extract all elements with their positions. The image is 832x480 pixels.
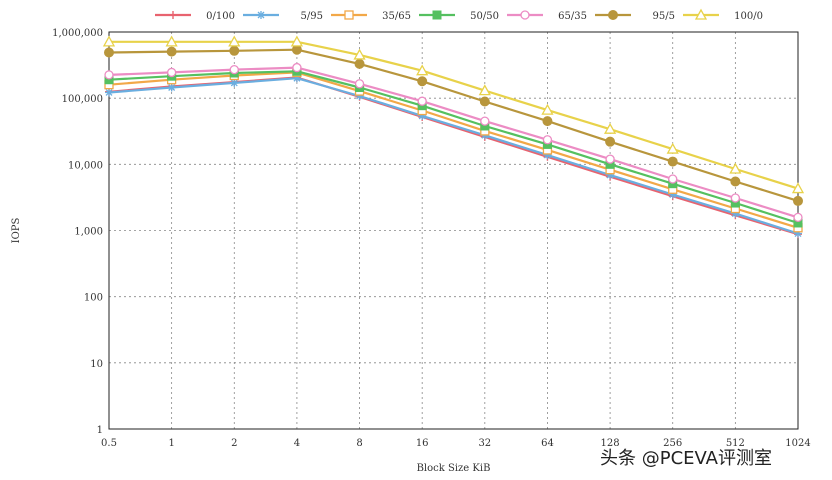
- filled-circle-marker: [667, 156, 678, 167]
- x-axis-ticks: 0.5 1 2 4 8 16 32 64 128 256 512 1024: [101, 438, 811, 449]
- plus-marker: [169, 11, 177, 19]
- series-line: [108, 66, 799, 219]
- series-4: [104, 62, 803, 223]
- legend-label: 100/0: [734, 11, 763, 22]
- circle-marker: [229, 64, 239, 75]
- legend-item: 95/5: [595, 10, 675, 22]
- series-line: [108, 48, 799, 202]
- series-5: [104, 44, 803, 206]
- series-1: [105, 74, 802, 238]
- circle-marker: [166, 67, 177, 78]
- x-tick-label: 8: [356, 438, 362, 449]
- series-2: [104, 67, 803, 233]
- filled-square-marker: [432, 10, 442, 20]
- gridlines: [109, 32, 798, 429]
- circle-marker: [793, 212, 803, 223]
- legend-label: 50/50: [470, 11, 499, 22]
- legend-label: 35/65: [382, 11, 411, 22]
- series-line: [108, 77, 799, 235]
- filled-circle-marker: [104, 47, 114, 58]
- filled-circle-marker: [730, 176, 741, 187]
- series-6: [102, 35, 805, 194]
- filled-circle-marker: [608, 10, 618, 20]
- x-tick-label: 16: [416, 438, 429, 449]
- y-tick-label: 10: [90, 359, 103, 370]
- circle-marker: [520, 10, 530, 20]
- y-tick-label: 1,000,000: [52, 28, 103, 39]
- legend-label: 95/5: [653, 11, 675, 22]
- legend-item: 35/65: [331, 10, 411, 22]
- square-marker: [344, 10, 354, 20]
- filled-circle-marker: [354, 58, 365, 69]
- x-tick-label: 64: [541, 438, 554, 449]
- y-tick-label: 100: [84, 293, 103, 304]
- y-tick-label: 100,000: [62, 94, 103, 105]
- y-axis-title: IOPS: [11, 217, 22, 243]
- triangle-marker: [290, 35, 304, 47]
- triangle-marker: [353, 48, 366, 60]
- triangle-marker: [694, 8, 708, 20]
- filled-circle-marker: [166, 46, 177, 57]
- x-tick-label: 1: [168, 438, 174, 449]
- x-tick-label: 32: [478, 438, 491, 449]
- circle-marker: [730, 193, 741, 203]
- y-tick-label: 10,000: [68, 160, 103, 171]
- filled-circle-marker: [229, 45, 240, 56]
- circle-marker: [292, 62, 302, 73]
- x-tick-label: 2: [231, 438, 237, 449]
- star-marker: [230, 78, 239, 87]
- legend-item: 100/0: [683, 8, 763, 22]
- triangle-marker: [791, 182, 805, 194]
- y-axis-ticks: 1 10 100 1,000 10,000 100,000 1,000,000: [52, 28, 103, 436]
- star-marker: [167, 83, 176, 92]
- series-group: [102, 35, 805, 239]
- circle-marker: [668, 174, 678, 184]
- legend-label: 0/100: [206, 11, 235, 22]
- circle-marker: [104, 70, 114, 80]
- triangle-marker: [102, 35, 116, 47]
- circle-marker: [417, 96, 427, 106]
- filled-circle-marker: [793, 195, 803, 206]
- circle-marker: [354, 79, 365, 89]
- star-marker: [257, 11, 265, 19]
- circle-marker: [542, 135, 553, 145]
- filled-circle-marker: [417, 76, 428, 87]
- triangle-marker: [478, 84, 491, 96]
- y-tick-label: 1: [97, 425, 103, 436]
- triangle-marker: [228, 35, 241, 47]
- legend-item: 65/35: [507, 10, 587, 22]
- circle-marker: [605, 154, 615, 164]
- x-tick-label: 128: [601, 438, 620, 449]
- triangle-marker: [416, 64, 429, 76]
- triangle-marker: [666, 142, 679, 154]
- triangle-marker: [541, 103, 554, 115]
- star-marker: [105, 88, 113, 97]
- watermark-text: 头条 @PCEVA评测室: [600, 448, 772, 469]
- x-tick-label: 1024: [785, 438, 810, 449]
- series-line: [108, 71, 799, 229]
- y-tick-label: 1,000: [74, 227, 103, 238]
- triangle-marker: [603, 122, 617, 134]
- x-tick-label: 512: [726, 438, 745, 449]
- filled-circle-marker: [479, 96, 490, 107]
- triangle-marker: [729, 162, 742, 174]
- triangle-marker: [165, 35, 178, 47]
- legend-item: 0/100: [155, 11, 235, 22]
- filled-circle-marker: [605, 136, 616, 147]
- legend-item: 50/50: [419, 10, 499, 22]
- x-axis-title: Block Size KiB: [417, 463, 491, 474]
- legend: 0/100 5/95 35/65 50/50 65/35 95/5 100/0: [155, 8, 763, 22]
- legend-label: 5/95: [301, 11, 323, 22]
- series-line: [109, 40, 799, 190]
- x-tick-label: 0.5: [101, 438, 117, 449]
- legend-item: 5/95: [243, 11, 323, 22]
- legend-label: 65/35: [558, 11, 587, 22]
- filled-circle-marker: [542, 116, 553, 127]
- filled-circle-marker: [291, 44, 302, 55]
- circle-marker: [480, 116, 490, 126]
- series-line: [108, 70, 799, 225]
- x-tick-label: 256: [663, 438, 682, 449]
- x-tick-label: 4: [294, 438, 300, 449]
